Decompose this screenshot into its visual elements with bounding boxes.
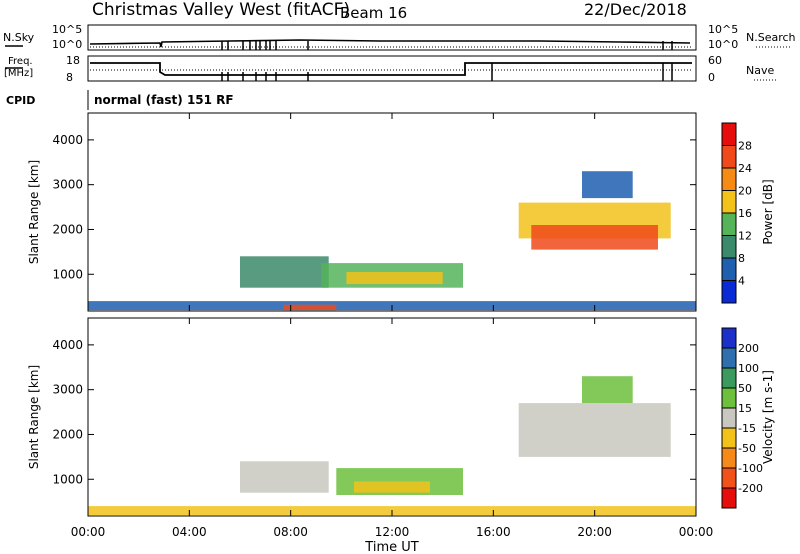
power-panel: 1000 2000 3000 4000 Slant Range [km] (27, 112, 697, 312)
y-tick-label: 1000 (52, 472, 83, 486)
beam-label: Beam 16 (340, 4, 407, 22)
velocity-colorbar-label: Velocity [m s-1] (761, 370, 775, 464)
colorbar-tick-label: -15 (738, 422, 756, 435)
colorbar-tick-label: 50 (738, 382, 752, 395)
nave-label: Nave (746, 64, 774, 77)
noise-left-top-tick: 10^5 (52, 23, 82, 36)
time-axis-label: Time UT (364, 540, 418, 554)
colorbar-tick-label: 8 (738, 252, 745, 265)
y-tick-label: 2000 (52, 222, 83, 236)
colorbar-swatch (722, 428, 736, 449)
freq-unit-label: [MHz] (4, 68, 33, 79)
freq-right-bottom-tick: 0 (708, 71, 715, 84)
y-tick-label: 4000 (52, 338, 83, 352)
heatmap-region-4 (518, 403, 671, 457)
time-tick-label: 08:00 (273, 525, 308, 539)
colorbar-tick-label: 200 (738, 342, 759, 355)
time-tick-label: 00:00 (71, 525, 106, 539)
cpid-label: CPID (6, 94, 35, 107)
colorbar-tick-label: -50 (738, 442, 756, 455)
plot-title: Christmas Valley West (fitACF) (92, 0, 350, 20)
velocity-colorbar: 200 100 50 15 -15 -50 -100 -200 (721, 327, 763, 509)
cpid-text: normal (fast) 151 RF (94, 93, 234, 107)
y-tick-label: 1000 (52, 267, 83, 281)
colorbar-swatch (722, 368, 736, 389)
colorbar-tick-label: -200 (738, 482, 763, 495)
colorbar-swatch (722, 258, 736, 281)
colorbar-swatch (722, 213, 736, 236)
velocity-y-axis: 1000 2000 3000 4000 (52, 338, 696, 486)
velocity-y-label: Slant Range [km] (27, 365, 41, 469)
y-tick-label: 4000 (52, 133, 83, 147)
colorbar-swatch (722, 190, 736, 214)
heatmap-region-1 (283, 304, 337, 311)
heatmap-region-2 (240, 256, 329, 288)
noise-search-label: N.Search (746, 31, 796, 44)
time-tick-label: 20:00 (577, 525, 612, 539)
freq-left-bottom-tick: 8 (66, 71, 73, 84)
heatmap-region-5 (582, 376, 633, 404)
colorbar-tick-label: 28 (738, 140, 752, 153)
colorbar-tick-label: 16 (738, 207, 752, 220)
colorbar-swatch (722, 488, 736, 509)
colorbar-swatch (722, 235, 736, 259)
heatmap-region-1 (240, 461, 329, 493)
freq-left-top-tick: 18 (66, 54, 80, 67)
time-tick-label: 00:00 (679, 525, 714, 539)
colorbar-tick-label: -100 (738, 462, 763, 475)
time-tick-label: 04:00 (172, 525, 207, 539)
colorbar-tick-label: 15 (738, 402, 752, 415)
heatmap-region-4 (346, 272, 443, 285)
colorbar-swatch (722, 145, 736, 169)
colorbar-swatch (722, 448, 736, 469)
power-colorbar-label: Power [dB] (761, 179, 775, 244)
y-tick-label: 3000 (52, 383, 83, 397)
colorbar-swatch (722, 328, 736, 349)
power-y-axis: 1000 2000 3000 4000 (52, 133, 696, 281)
power-colorbar: 4 8 12 16 20 24 28 (721, 122, 752, 304)
noise-panel: N.Sky 10^5 10^0 10^5 10^0 N.Search (3, 23, 796, 51)
noise-right-top-tick: 10^5 (708, 23, 738, 36)
freq-right-top-tick: 60 (708, 54, 722, 67)
colorbar-tick-label: 100 (738, 362, 759, 375)
heatmap-region-6 (531, 225, 658, 250)
noise-right-bottom-tick: 10^0 (708, 38, 738, 51)
noise-left-bottom-tick: 10^0 (52, 38, 82, 51)
colorbar-tick-label: 4 (738, 275, 745, 288)
velocity-panel: 1000 2000 3000 4000 Slant Range [km] (27, 317, 697, 517)
colorbar-swatch (722, 280, 736, 304)
time-axis: 00:00 04:00 08:00 12:00 16:00 20:00 00:00 (71, 113, 714, 539)
colorbar-swatch (722, 468, 736, 489)
colorbar-swatch (722, 388, 736, 409)
time-tick-label: 16:00 (476, 525, 511, 539)
y-tick-label: 3000 (52, 178, 83, 192)
heatmap-region-7 (582, 171, 633, 199)
colorbar-swatch (722, 408, 736, 429)
colorbar-swatch (722, 168, 736, 191)
noise-sky-label: N.Sky (3, 31, 35, 44)
colorbar-swatch (722, 123, 736, 146)
date-label: 22/Dec/2018 (584, 0, 687, 19)
heatmap-region-3 (354, 481, 430, 493)
freq-label: Freq. (8, 56, 33, 67)
colorbar-tick-label: 24 (738, 162, 752, 175)
colorbar-swatch (722, 348, 736, 369)
colorbar-tick-label: 12 (738, 230, 752, 243)
colorbar-tick-label: 20 (738, 185, 752, 198)
frequency-panel: Freq. [MHz] 18 8 60 0 Nave (4, 54, 776, 84)
y-tick-label: 2000 (52, 427, 83, 441)
time-tick-label: 12:00 (375, 525, 410, 539)
power-y-label: Slant Range [km] (27, 160, 41, 264)
